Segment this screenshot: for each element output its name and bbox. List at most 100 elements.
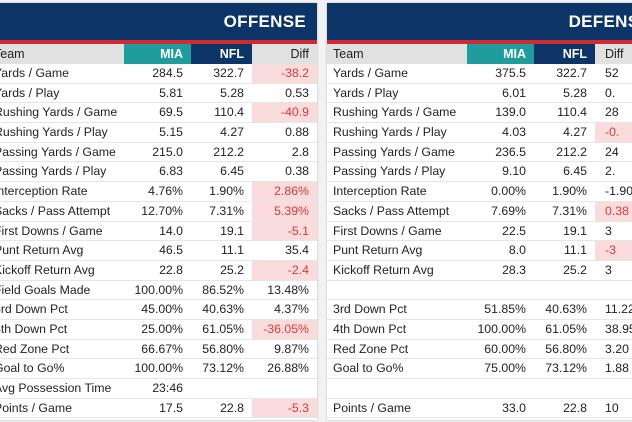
diff-value: 52 <box>605 66 619 80</box>
nfl-value <box>534 379 595 398</box>
diff-value: 3 <box>605 262 612 277</box>
diff-value: -5.1 <box>252 221 317 241</box>
stat-label: Yards / Play <box>0 85 60 100</box>
table-row: Sacks / Pass Attempt 7.69% 7.31% 0.38 <box>327 201 632 222</box>
nfl-value: 25.2 <box>563 262 587 277</box>
stat-label: 4th Down Pct <box>333 321 407 336</box>
mia-value: 14.0 <box>159 223 183 238</box>
diff-value: 5.39% <box>252 201 317 221</box>
mia-value: 33.0 <box>502 400 526 415</box>
stat-label: Interception Rate <box>333 184 427 199</box>
stat-label: Goal to Go% <box>333 361 404 376</box>
stat-label: Yards / Game <box>0 66 69 80</box>
diff-value: 10 <box>605 400 619 415</box>
mia-value <box>467 281 534 300</box>
stat-label: Punt Return Avg <box>333 243 423 258</box>
offense-panel: OFFENSE Team MIA NFL Diff Yards / Game 28… <box>0 3 317 420</box>
diff-value: -2.4 <box>252 260 317 280</box>
stat-label: First Downs / Game <box>333 223 442 238</box>
table-row: Passing Yards / Play 6.83 6.45 0.38 <box>0 162 317 183</box>
defense-title: DEFENSE <box>327 3 632 40</box>
table-row: Yards / Game 284.5 322.7 -38.2 <box>0 64 317 84</box>
stat-label: Goal to Go% <box>0 361 65 376</box>
diff-value: 0.88 <box>285 125 309 140</box>
diff-value <box>252 379 317 398</box>
nfl-value: 4.27 <box>563 125 587 140</box>
table-row: Rushing Yards / Game 69.5 110.4 -40.9 <box>0 103 317 124</box>
nfl-value: 5.28 <box>220 85 244 100</box>
nfl-value <box>534 281 595 300</box>
table-row: Sacks / Pass Attempt 12.70% 7.31% 5.39% <box>0 201 317 222</box>
nfl-value: 1.90% <box>552 184 587 199</box>
diff-value <box>595 379 632 398</box>
stat-label: Yards / Play <box>333 85 399 100</box>
stat-label: Rushing Yards / Play <box>0 125 108 140</box>
table-row: Avg Possession Time 23:46 <box>0 379 317 399</box>
table-row: Yards / Play 5.81 5.28 0.53 <box>0 84 317 104</box>
red-stripe <box>0 40 317 44</box>
table-row: Field Goals Made 100.00% 86.52% 13.48% <box>0 281 317 301</box>
mia-value: 284.5 <box>152 66 183 80</box>
table-row: Kickoff Return Avg 28.3 25.2 3 <box>327 261 632 281</box>
nfl-value: 212.2 <box>213 144 244 159</box>
stat-label: Field Goals Made <box>0 282 91 297</box>
diff-value: -40.9 <box>252 103 317 123</box>
diff-value <box>595 281 632 300</box>
nfl-value: 86.52% <box>202 282 244 297</box>
mia-value: 215.0 <box>152 144 183 159</box>
stat-label: Kickoff Return Avg <box>333 262 434 277</box>
mia-value: 100.00% <box>477 321 526 336</box>
stat-label: Punt Return Avg <box>0 243 84 258</box>
table-row: Rushing Yards / Play 5.15 4.27 0.88 <box>0 123 317 143</box>
table-row: 3rd Down Pct 51.85% 40.63% 11.22 <box>327 300 632 320</box>
diff-value: 38.95 <box>605 321 632 336</box>
stat-label: Passing Yards / Game <box>0 144 116 159</box>
diff-value: 9.87% <box>274 341 309 356</box>
diff-value: 0.53 <box>285 85 309 100</box>
diff-value: 0.38 <box>285 164 309 179</box>
nfl-value: 322.7 <box>556 66 587 80</box>
stat-label: Sacks / Pass Attempt <box>0 203 111 218</box>
team-column-header: Team <box>333 47 364 61</box>
mia-value: 0.00% <box>491 184 526 199</box>
mia-value: 375.5 <box>495 66 526 80</box>
nfl-value: 6.45 <box>220 164 244 179</box>
offense-header-row: Team MIA NFL Diff <box>0 44 317 64</box>
mia-value: 6.01 <box>502 85 526 100</box>
defense-header-row: Team MIA NFL Diff <box>327 44 632 64</box>
diff-value: 13.48% <box>267 282 309 297</box>
nfl-value: 11.1 <box>220 243 244 258</box>
nfl-value: 40.63% <box>545 302 587 317</box>
mia-value: 28.3 <box>502 262 526 277</box>
nfl-value: 5.28 <box>563 85 587 100</box>
diff-column-header: Diff <box>290 47 309 61</box>
mia-column-header: MIA <box>467 44 534 64</box>
table-row: Punt Return Avg 46.5 11.1 35.4 <box>0 241 317 261</box>
table-row: Kickoff Return Avg 22.8 25.2 -2.4 <box>0 260 317 281</box>
mia-value: 9.10 <box>502 164 526 179</box>
stat-label <box>327 379 467 398</box>
nfl-value: 40.63% <box>202 302 244 317</box>
stat-label: 4th Down Pct <box>0 321 68 336</box>
diff-value: 35.4 <box>285 243 309 258</box>
table-row: First Downs / Game 22.5 19.1 3 <box>327 222 632 242</box>
stat-label: Red Zone Pct <box>333 341 409 356</box>
table-row: Points / Game 17.5 22.8 -5.3 <box>0 398 317 419</box>
diff-value: -36.05% <box>252 319 317 339</box>
stat-label: Points / Game <box>333 400 411 415</box>
stat-label: Passing Yards / Game <box>333 144 455 159</box>
nfl-value: 7.31% <box>552 203 587 218</box>
table-row: Red Zone Pct 60.00% 56.80% 3.20 <box>327 340 632 360</box>
diff-value: -3 <box>595 241 632 260</box>
mia-value: 45.00% <box>141 302 183 317</box>
nfl-value: 1.90% <box>209 184 244 199</box>
mia-value: 236.5 <box>495 144 526 159</box>
diff-value: 0.38 <box>595 201 632 221</box>
diff-value: 3 <box>605 223 612 238</box>
table-row: First Downs / Game 14.0 19.1 -5.1 <box>0 221 317 242</box>
nfl-value: 73.12% <box>202 361 244 376</box>
mia-value: 8.0 <box>508 243 526 258</box>
diff-value: 2.86% <box>252 182 317 201</box>
stat-label: Red Zone Pct <box>0 341 70 356</box>
offense-rows: Yards / Game 284.5 322.7 -38.2 Yards / Play 5… <box>0 64 317 419</box>
